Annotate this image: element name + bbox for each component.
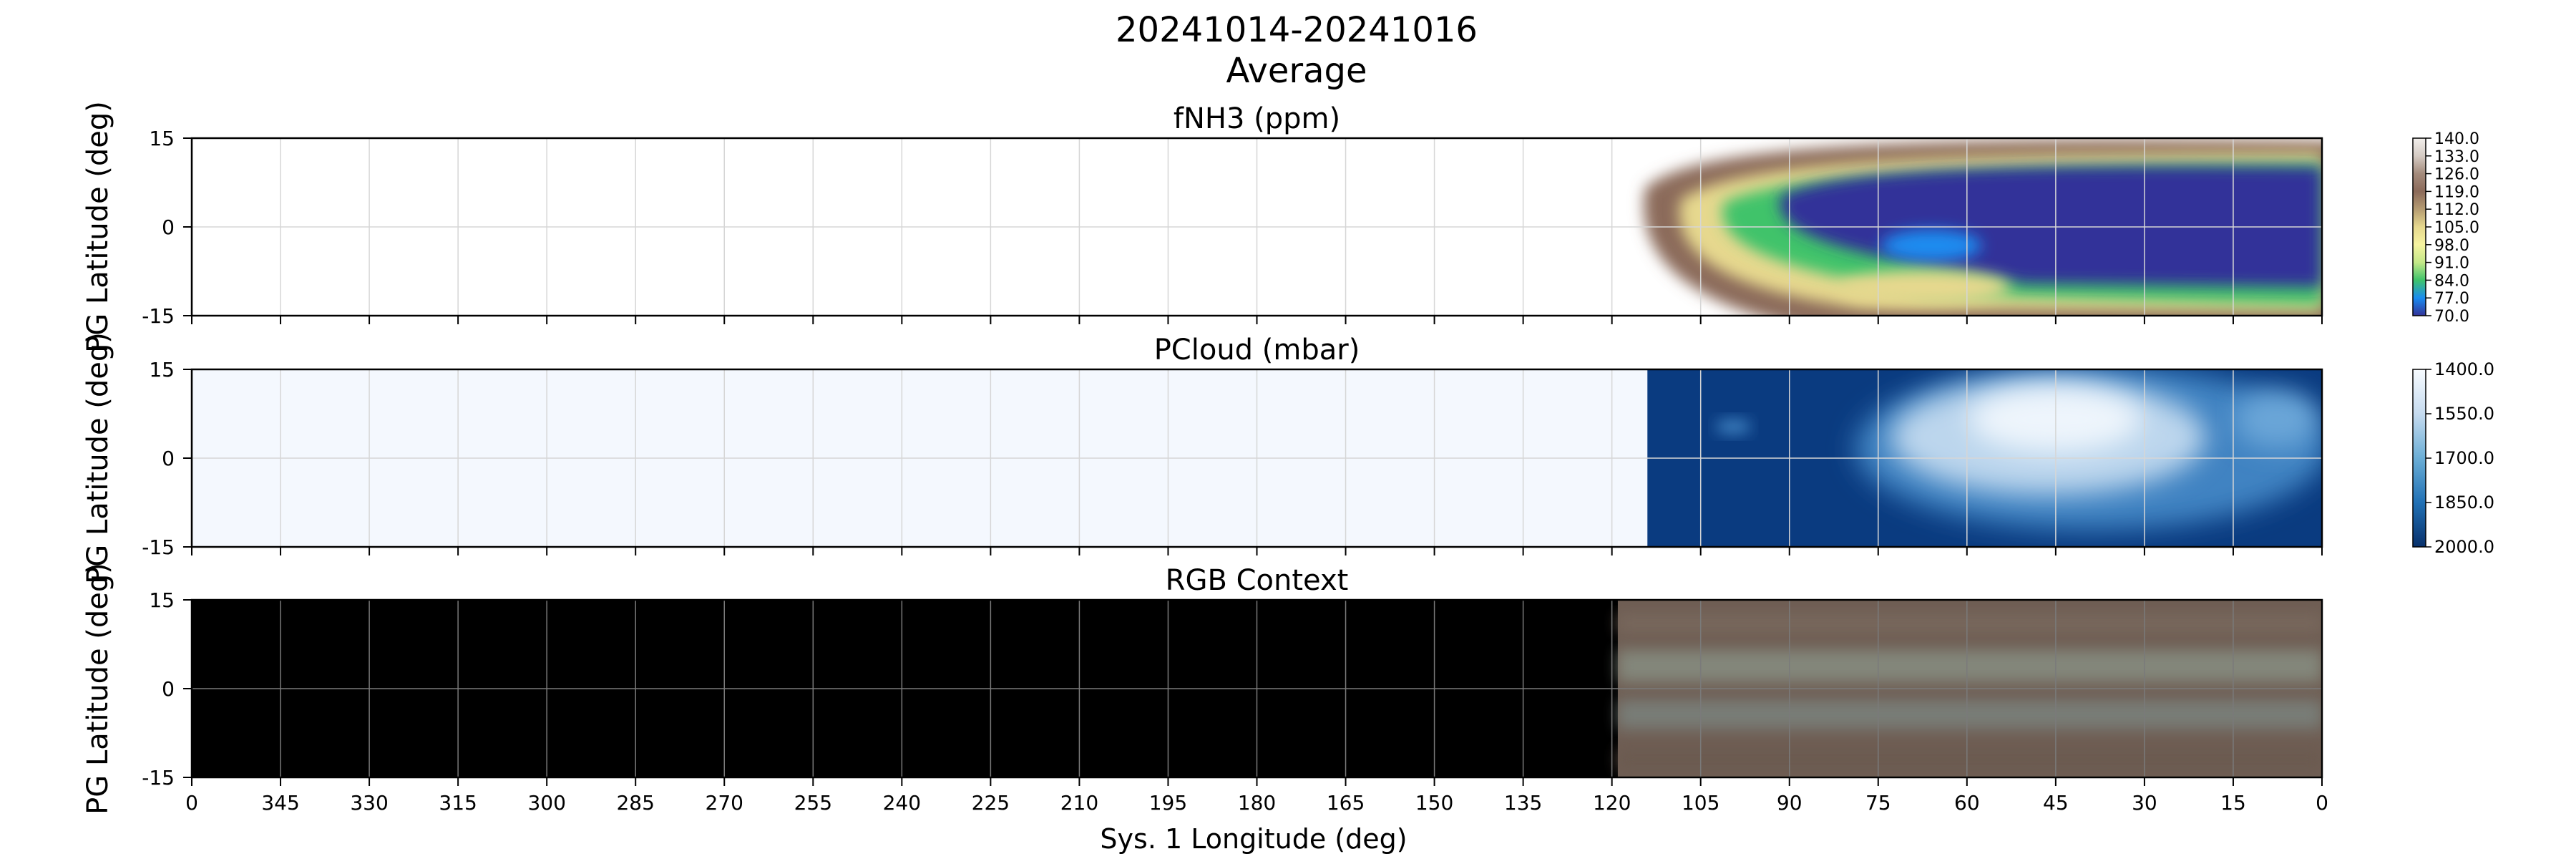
x-tick-label: 285: [616, 791, 654, 815]
x-tick-label: 315: [439, 791, 477, 815]
panel-2: 0 345 330 315 300 285 270 255 240 225 210 195 180 165…: [82, 563, 2328, 815]
colorbar-tick-label: 77.0: [2434, 290, 2469, 308]
colorbar-tick-label: 2000.0: [2434, 537, 2494, 557]
x-tick-label: 90: [1777, 791, 1802, 815]
colorbar-tick-label: 1850.0: [2434, 492, 2494, 513]
colorbar-tick-label: 105.0: [2434, 219, 2479, 237]
plot-area: [192, 138, 2322, 316]
x-tick-label: 150: [1415, 791, 1453, 815]
x-tick-label: 300: [527, 791, 565, 815]
x-tick-label: 105: [1682, 791, 1719, 815]
y-axis-label: PG Latitude (deg): [82, 563, 114, 815]
fnh3-blue-patch: [1881, 230, 1982, 261]
y-tick-label: 15: [149, 358, 175, 382]
x-tick-label: 180: [1238, 791, 1276, 815]
x-tick-label: 195: [1149, 791, 1187, 815]
panel-title: PCloud (mbar): [1154, 334, 1360, 367]
x-tick-label: 135: [1504, 791, 1542, 815]
colorbar-tick-label: 1400.0: [2434, 359, 2494, 379]
x-tick-label: 210: [1060, 791, 1098, 815]
y-axis-label: PG Latitude (deg): [82, 332, 114, 584]
x-tick-label: 345: [261, 791, 299, 815]
colorbar-tick-label: 98.0: [2434, 237, 2469, 255]
colorbar-tick-label: 112.0: [2434, 201, 2479, 219]
x-tick-label: 225: [972, 791, 1010, 815]
pcloud-right: [2234, 391, 2321, 448]
panel-title: fNH3 (ppm): [1174, 102, 1340, 135]
x-tick-label: 60: [1954, 791, 1980, 815]
y-tick-label: 0: [162, 677, 175, 701]
colorbar-tick-label: 1550.0: [2434, 404, 2494, 424]
pcloud-spot: [1715, 419, 1752, 434]
colorbar-gradient: [2412, 369, 2426, 548]
colorbar: 140.0133.0126.0119.0112.0105.098.091.084…: [2412, 130, 2479, 326]
y-tick-label: 15: [149, 588, 175, 612]
y-tick-label: -15: [142, 304, 175, 328]
pcloud-field: [1647, 369, 2322, 547]
x-tick-label: 240: [883, 791, 921, 815]
x-tick-label: 165: [1327, 791, 1365, 815]
colorbar-tick-label: 91.0: [2434, 255, 2469, 273]
x-tick-label: 30: [2132, 791, 2157, 815]
x-tick-label: 0: [185, 791, 198, 815]
y-tick-label: 0: [162, 215, 175, 239]
figure-subtitle: Average: [1226, 51, 1367, 91]
colorbar-gradient: [2412, 137, 2426, 316]
y-tick-label: -15: [142, 766, 175, 790]
panel-1: 15 0 -15 PCloud (mbar) PG Latitude (deg) 1400…: [82, 332, 2494, 584]
y-tick-label: 15: [149, 127, 175, 150]
x-tick-label: 270: [706, 791, 743, 815]
x-tick-label: 0: [2316, 791, 2328, 815]
rgb-band-3: [1617, 614, 2322, 632]
y-axis-label: PG Latitude (deg): [82, 101, 114, 353]
x-tick-label: 75: [1865, 791, 1891, 815]
panel-title: RGB Context: [1166, 564, 1349, 597]
fnh3-field: [1620, 138, 2322, 316]
x-tick-label: 330: [350, 791, 388, 815]
x-tick-label: 15: [2220, 791, 2246, 815]
x-tick-label: 45: [2043, 791, 2069, 815]
colorbar-tick-label: 1700.0: [2434, 448, 2494, 468]
x-tick-label: 255: [794, 791, 832, 815]
rgb-band-1: [1617, 650, 2322, 682]
colorbar-tick-label: 133.0: [2434, 148, 2479, 166]
rgb-band-4: [1617, 749, 2322, 770]
colorbar-tick-label: 140.0: [2434, 130, 2479, 148]
rgb-band-2: [1617, 700, 2322, 729]
figure-title: 20241014-20241016: [1116, 10, 1478, 50]
y-tick-label: 0: [162, 447, 175, 470]
panel-0: 15 0 -15 fNH3 (ppm) PG Latitude (deg) 140.013…: [82, 101, 2479, 353]
colorbar: 1400.0 1550.0 1700.0 1850.0 2000.0: [2412, 359, 2494, 557]
plot-area: [192, 369, 2322, 547]
colorbar-tick-label: 126.0: [2434, 166, 2479, 184]
colorbar-tick-label: 70.0: [2434, 308, 2469, 326]
x-tick-label: 120: [1593, 791, 1631, 815]
fnh3-yellow-patch: [1838, 270, 2011, 304]
y-tick-label: -15: [142, 535, 175, 559]
colorbar-tick-label: 84.0: [2434, 272, 2469, 290]
x-axis-label: Sys. 1 Longitude (deg): [1100, 823, 1407, 855]
colorbar-tick-label: 119.0: [2434, 183, 2479, 201]
